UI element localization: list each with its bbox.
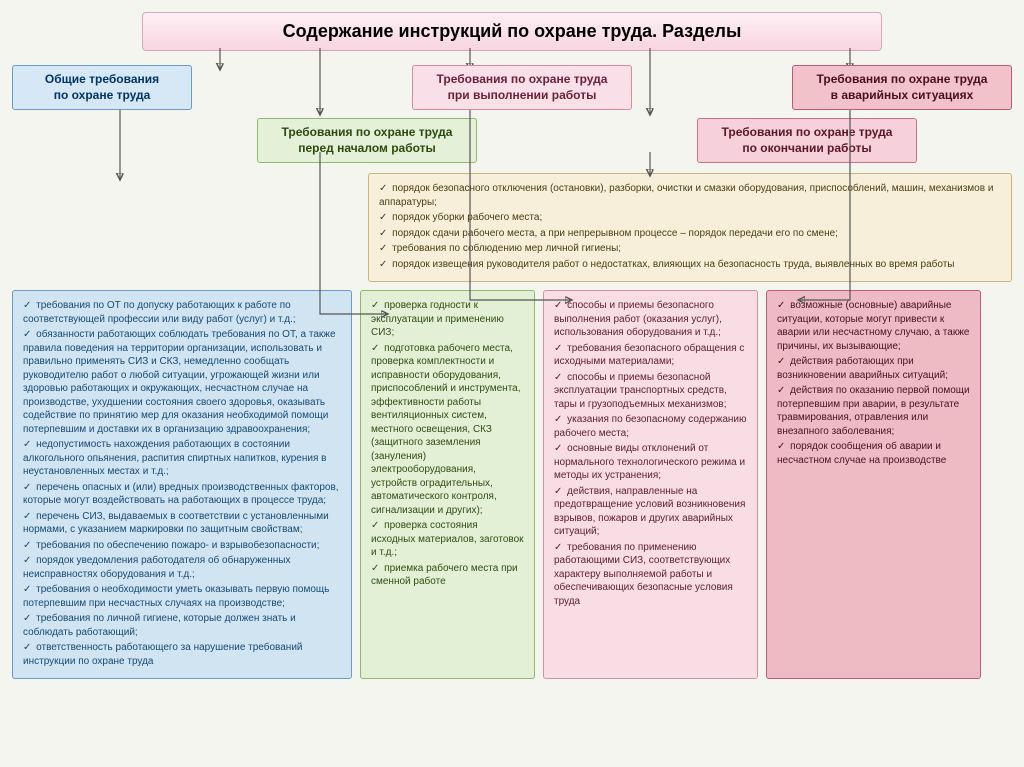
header-emergency: Требования по охране трудав аварийных си… <box>792 65 1012 110</box>
panel-during: ✓ способы и приемы безопасного выполнени… <box>543 290 758 679</box>
header-during: Требования по охране трудапри выполнении… <box>412 65 632 110</box>
panel-after-work: ✓ порядок безопасного отключения (остано… <box>368 173 1012 282</box>
headers-row-1: Общие требованияпо охране труда Требован… <box>12 65 1012 110</box>
panel-before: ✓ проверка годности к эксплуатации и при… <box>360 290 535 679</box>
headers-row-2: Требования по охране трудаперед началом … <box>162 118 1012 163</box>
header-general: Общие требованияпо охране труда <box>12 65 192 110</box>
main-title: Содержание инструкций по охране труда. Р… <box>142 12 882 51</box>
panel-general: ✓ требования по ОТ по допуску работающих… <box>12 290 352 679</box>
header-before: Требования по охране трудаперед началом … <box>257 118 477 163</box>
header-after: Требования по охране трудапо окончании р… <box>697 118 917 163</box>
panel-emergency: ✓ возможные (основные) аварийные ситуаци… <box>766 290 981 679</box>
